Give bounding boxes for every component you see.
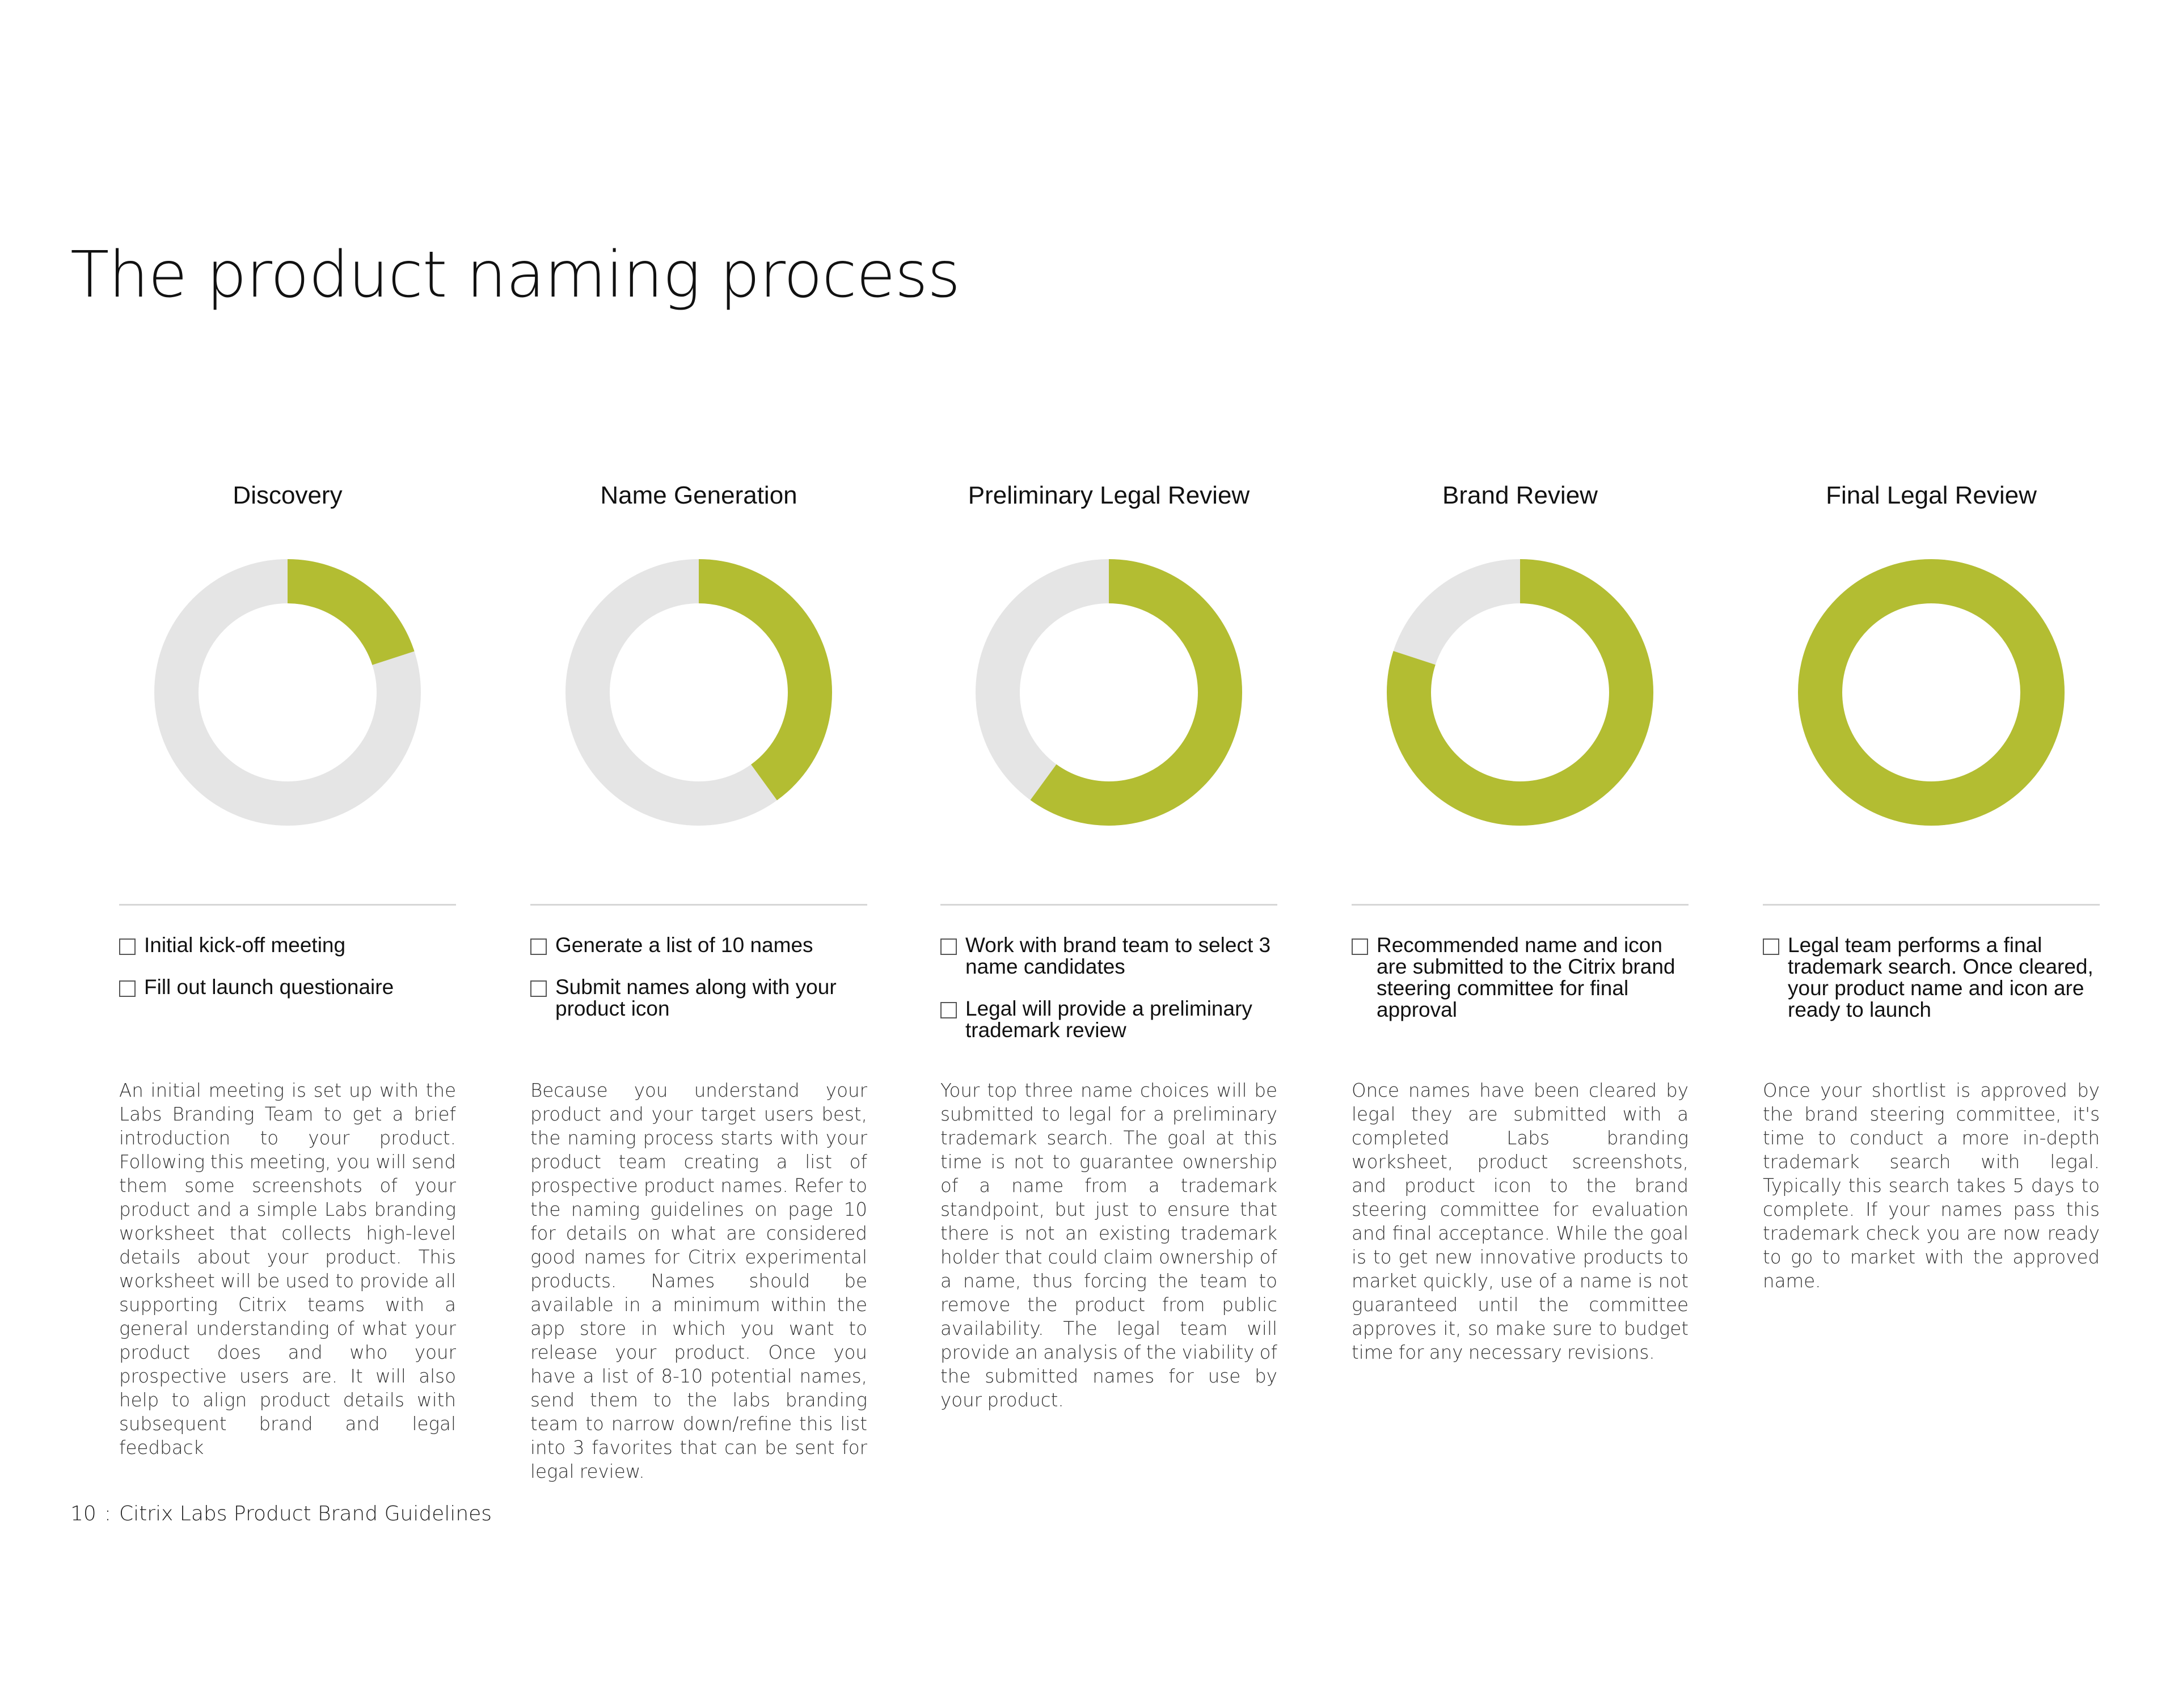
checklist-item-label: Legal team performs a final trademark se…: [1788, 933, 2093, 1021]
checklist-item-label: Submit names along with your product ico…: [555, 975, 837, 1020]
checklist-item[interactable]: Fill out launch questionaire: [119, 976, 456, 998]
donut-fill: [565, 559, 832, 826]
checkbox[interactable]: [1763, 938, 1779, 955]
checkbox[interactable]: [940, 938, 957, 955]
checklist-item-label: Legal will provide a preliminary tradema…: [965, 997, 1252, 1042]
checklist: Generate a list of 10 names Submit names…: [530, 935, 867, 1040]
donut-fill: [154, 559, 421, 826]
checklist-item-label: Initial kick-off meeting: [144, 933, 346, 957]
stage-discovery: Discovery Initial kick-off meeting Fill …: [119, 0, 456, 1708]
checklist-item-label: Fill out launch questionaire: [144, 975, 394, 999]
stage-description: Your top three name choices will be subm…: [940, 1080, 1277, 1411]
divider: [940, 904, 1277, 906]
divider: [119, 904, 456, 906]
stage-title: Brand Review: [1442, 481, 1598, 509]
divider: [530, 904, 867, 906]
divider: [1352, 904, 1689, 906]
donut-fill: [976, 559, 1242, 826]
checklist-item[interactable]: Legal team performs a final trademark se…: [1763, 935, 2100, 1021]
checklist-item-label: Generate a list of 10 names: [555, 933, 813, 957]
checklist: Legal team performs a final trademark se…: [1763, 935, 2100, 1041]
progress-donut: [154, 559, 421, 826]
checklist-item-label: Recommended name and icon are submitted …: [1377, 933, 1675, 1021]
checkbox[interactable]: [530, 938, 547, 955]
checklist: Recommended name and icon are submitted …: [1352, 935, 1689, 1041]
progress-donut: [1387, 559, 1653, 826]
page-footer: 10: Citrix Labs Product Brand Guidelines: [70, 1502, 492, 1526]
stage-title: Discovery: [233, 481, 343, 509]
stage-description: An initial meeting is set up with the La…: [119, 1080, 456, 1458]
checklist-item[interactable]: Submit names along with your product ico…: [530, 976, 867, 1020]
checkbox[interactable]: [119, 980, 136, 997]
donut-fill: [1387, 559, 1653, 826]
footer-separator: :: [104, 1502, 111, 1525]
page-title: The product naming process: [70, 238, 960, 312]
checkbox[interactable]: [530, 980, 547, 997]
progress-donut: [1798, 559, 2065, 826]
divider: [1763, 904, 2100, 906]
stage-description: Because you understand your product and …: [530, 1080, 867, 1482]
checklist-item[interactable]: Recommended name and icon are submitted …: [1352, 935, 1689, 1021]
document-title: Citrix Labs Product Brand Guidelines: [119, 1502, 492, 1525]
stage-brand-review: Brand Review Recommended name and icon a…: [1352, 0, 1689, 1708]
checklist-item-label: Work with brand team to select 3 name ca…: [965, 933, 1271, 978]
stage-preliminary-legal-review: Preliminary Legal Review Work with brand…: [940, 0, 1277, 1708]
checklist-item[interactable]: Initial kick-off meeting: [119, 935, 456, 956]
page-number: 10: [70, 1502, 96, 1525]
checklist: Work with brand team to select 3 name ca…: [940, 935, 1277, 1062]
checklist-item[interactable]: Legal will provide a preliminary tradema…: [940, 998, 1277, 1041]
progress-donut: [565, 559, 832, 826]
checkbox[interactable]: [1352, 938, 1368, 955]
checkbox[interactable]: [940, 1002, 957, 1018]
stage-name-generation: Name Generation Generate a list of 10 na…: [530, 0, 867, 1708]
stage-description: Once your shortlist is approved by the b…: [1763, 1080, 2100, 1292]
stage-title: Preliminary Legal Review: [968, 481, 1250, 509]
stage-description: Once names have been cleared by legal th…: [1352, 1080, 1689, 1363]
checklist: Initial kick-off meeting Fill out launch…: [119, 935, 456, 1018]
progress-donut: [976, 559, 1242, 826]
stage-final-legal-review: Final Legal Review Legal team performs a…: [1763, 0, 2100, 1708]
donut-fill: [1798, 559, 2065, 826]
checklist-item[interactable]: Work with brand team to select 3 name ca…: [940, 935, 1277, 978]
stage-title: Final Legal Review: [1826, 481, 2037, 509]
stage-title: Name Generation: [600, 481, 797, 509]
checkbox[interactable]: [119, 938, 136, 955]
checklist-item[interactable]: Generate a list of 10 names: [530, 935, 867, 956]
